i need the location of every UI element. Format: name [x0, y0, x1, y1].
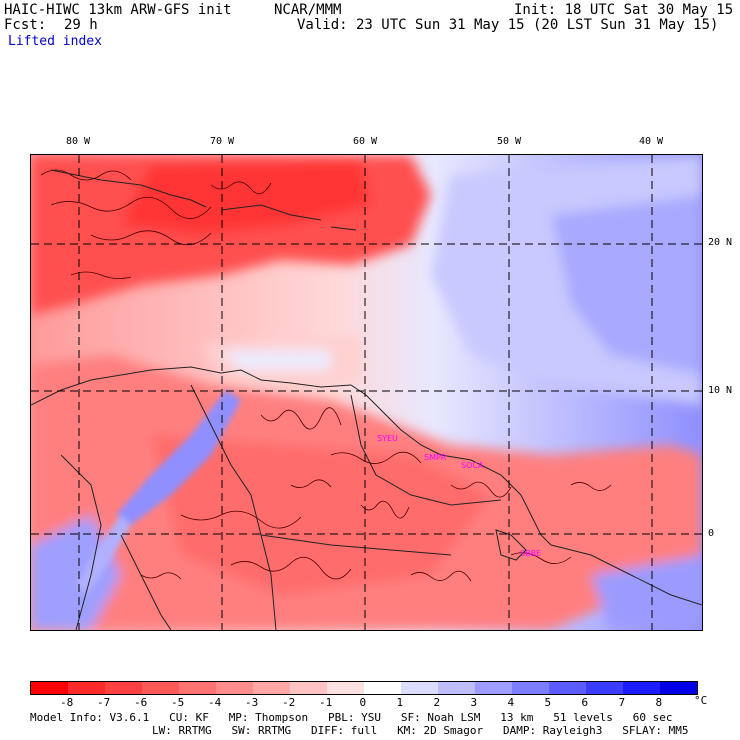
- model-info-item: Model Info: V3.6.1: [30, 711, 170, 724]
- colorbar-tick-label: 1: [396, 696, 404, 709]
- colorbar-swatch: [216, 682, 253, 694]
- fcst-value: 29 h: [64, 17, 98, 33]
- station-labels: SYEU SMPR SOCA SBBE: [377, 434, 541, 558]
- field-shading: [31, 155, 702, 630]
- latlon-grid: [31, 155, 702, 630]
- colorbar-tick-label: 3: [470, 696, 478, 709]
- station-label-sbbe: SBBE: [520, 549, 541, 558]
- colorbar-swatch: [142, 682, 179, 694]
- model-info-item: 13 km: [500, 711, 554, 724]
- colorbar-tick-label: 7: [618, 696, 626, 709]
- field-name: Lifted index: [8, 34, 102, 49]
- colorbar-swatch: [290, 682, 327, 694]
- lon-label-50w: 50 W: [497, 136, 522, 147]
- colorbar-swatch: [401, 682, 438, 694]
- colorbar-swatch: [475, 682, 512, 694]
- colorbar-tick-label: -8: [60, 696, 74, 709]
- colorbar-tick-label: -1: [319, 696, 333, 709]
- colorbar-tick-label: -5: [171, 696, 185, 709]
- model-info-item: CU: KF: [169, 711, 229, 724]
- colorbar-swatch: [512, 682, 549, 694]
- colorbar-tick-label: -7: [97, 696, 111, 709]
- lon-label-60w: 60 W: [353, 136, 378, 147]
- model-info-item: SF: Noah LSM: [400, 711, 501, 724]
- model-info-item: KM: 2D Smagor: [397, 724, 504, 737]
- model-info-item: DIFF: full: [310, 724, 398, 737]
- lon-label-70w: 70 W: [210, 136, 235, 147]
- model-info-item: 51 levels: [553, 711, 633, 724]
- colorbar-tick-label: -2: [282, 696, 296, 709]
- contour-lines: [40, 169, 612, 582]
- model-info-item: LW: RRTMG: [152, 724, 232, 737]
- lon-label-40w: 40 W: [639, 136, 664, 147]
- lifted-index-map: SYEU SMPR SOCA SBBE: [30, 154, 703, 631]
- model-info-item: MP: Thompson: [228, 711, 329, 724]
- colorbar-tick-label: -6: [134, 696, 148, 709]
- colorbar-swatch: [586, 682, 623, 694]
- station-label-smpr: SMPR: [424, 453, 447, 462]
- colorbar-tick-label: 2: [433, 696, 441, 709]
- colorbar-tick-label: 8: [655, 696, 663, 709]
- colorbar-swatch: [68, 682, 105, 694]
- colorbar-swatch: [327, 682, 364, 694]
- colorbar-tick-label: 4: [507, 696, 515, 709]
- station-label-syeu: SYEU: [377, 434, 398, 443]
- valid-time: Valid: 23 UTC Sun 31 May 15 (20 LST Sun …: [297, 17, 719, 33]
- model-info-item: SW: RRTMG: [231, 724, 311, 737]
- colorbar-swatch: [438, 682, 475, 694]
- colorbar-tick-label: -4: [208, 696, 222, 709]
- colorbar-swatch: [253, 682, 290, 694]
- colorbar-swatch: [623, 682, 660, 694]
- model-info-line1: Model Info: V3.6.1 CU: KF MP: Thompson P…: [30, 712, 672, 724]
- colorbar: [30, 681, 698, 695]
- model-title: HAIC-HIWC 13km ARW-GFS init: [4, 2, 232, 18]
- init-time: Init: 18 UTC Sat 30 May 15: [514, 2, 734, 18]
- map-svg: SYEU SMPR SOCA SBBE: [31, 155, 702, 630]
- fcst-label: Fcst:: [4, 17, 47, 33]
- model-info-line2: LW: RRTMG SW: RRTMG DIFF: full KM: 2D Sm…: [152, 725, 688, 737]
- coastlines: [31, 169, 702, 630]
- andes-streak: [76, 390, 241, 595]
- colorbar-swatch: [31, 682, 68, 694]
- model-info-item: SFLAY: MM5: [622, 724, 689, 737]
- colorbar-swatch: [660, 682, 697, 694]
- model-info-item: PBL: YSU: [328, 711, 401, 724]
- colorbar-swatch: [179, 682, 216, 694]
- colorbar-unit: °C: [694, 694, 708, 707]
- colorbar-tick-label: 6: [581, 696, 589, 709]
- lat-label-10n: 10 N: [708, 385, 733, 396]
- colorbar-swatch: [105, 682, 142, 694]
- model-info-item: DAMP: Rayleigh3: [503, 724, 623, 737]
- lon-label-80w: 80 W: [66, 136, 91, 147]
- colorbar-swatch: [549, 682, 586, 694]
- colorbar-tick-label: -3: [245, 696, 259, 709]
- lat-label-20n: 20 N: [708, 237, 733, 248]
- lat-label-0: 0: [708, 528, 715, 539]
- station-label-soca: SOCA: [461, 461, 484, 470]
- colorbar-tick-label: 0: [359, 696, 367, 709]
- colorbar-swatch: [364, 682, 401, 694]
- org-label: NCAR/MMM: [274, 2, 342, 18]
- model-info-item: 60 sec: [632, 711, 673, 724]
- colorbar-tick-label: 5: [544, 696, 552, 709]
